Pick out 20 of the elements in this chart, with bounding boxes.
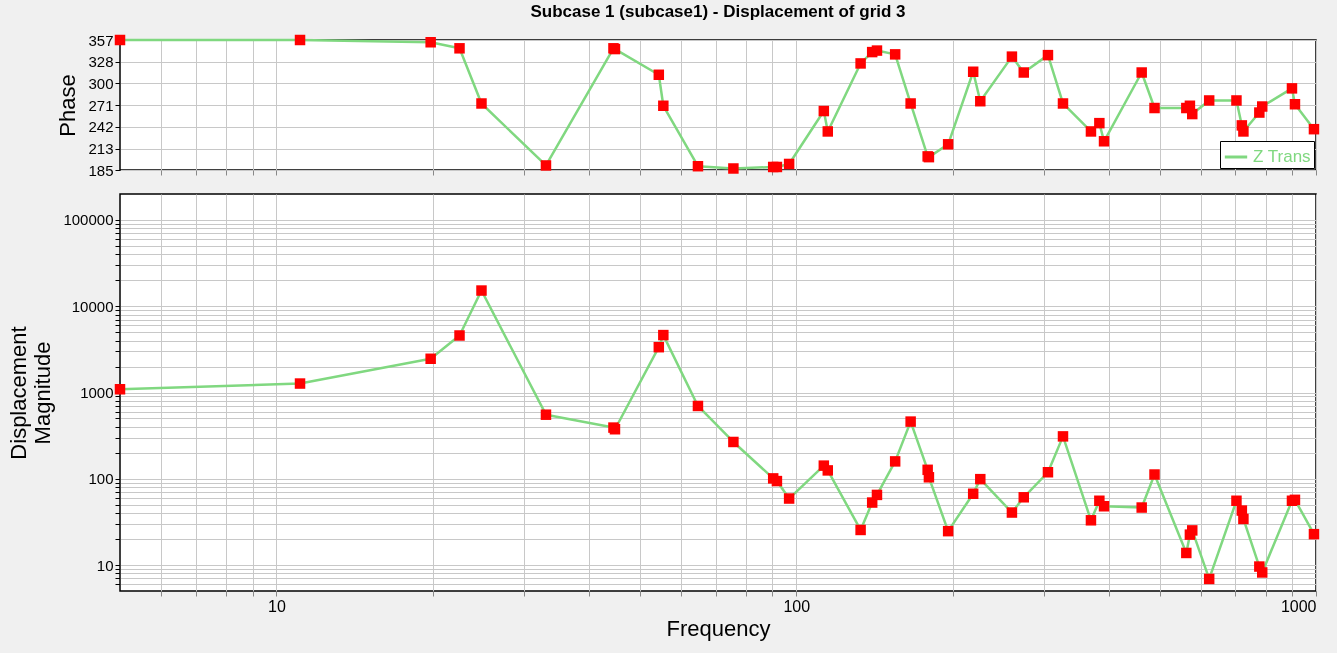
y-tick-label: 242: [88, 118, 114, 136]
y-tick-label: 100000: [63, 211, 114, 229]
legend-label: Z Trans: [1253, 147, 1311, 166]
y-tick-label: 1000: [80, 384, 114, 401]
x-tick-label: 10: [268, 597, 286, 615]
y-tick-label: 271: [88, 96, 114, 114]
y-tick-label: 10: [96, 556, 114, 574]
chart-title: Subcase 1 (subcase1) - Displacement of grid 3: [530, 2, 906, 21]
x-tick-label: 100: [783, 597, 811, 615]
y-tick-label: 185: [88, 161, 114, 179]
y-tick-label: 213: [88, 140, 114, 158]
y-tick-label: 300: [88, 74, 114, 92]
y-tick-label: 10000: [71, 297, 114, 315]
y-tick-label: 328: [88, 53, 114, 71]
x-axis-title: Frequency: [666, 615, 771, 641]
x-tick-label: 1000: [1280, 597, 1317, 615]
y-tick-label: 100: [88, 470, 114, 488]
y-tick-label: 357: [88, 31, 114, 49]
y-axis-title: Phase: [55, 74, 81, 137]
y-axis-title: Displacement Magnitude: [6, 326, 56, 460]
